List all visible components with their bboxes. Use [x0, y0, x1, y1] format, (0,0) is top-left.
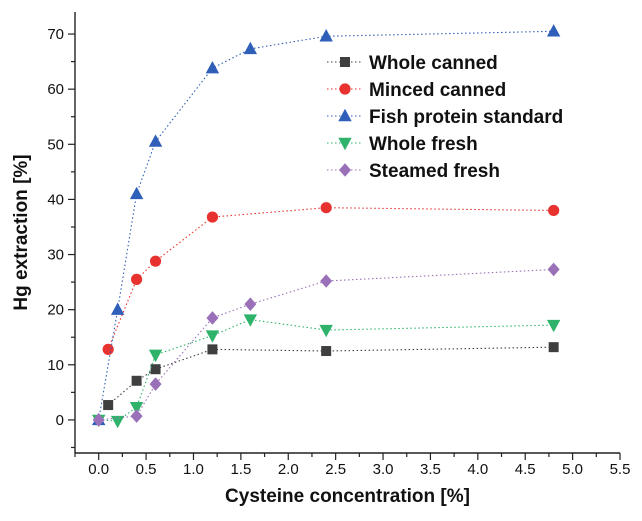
data-point [548, 204, 560, 217]
data-point [319, 29, 333, 42]
y-tick-label: 20 [47, 302, 64, 319]
data-point [546, 24, 561, 37]
y-tick-label: 60 [47, 81, 64, 98]
data-point [207, 344, 218, 355]
y-tick-label: 0 [56, 412, 64, 429]
data-point [244, 297, 257, 311]
legend-marker [339, 163, 351, 177]
axes: 0.0 0.5 1.0 1.5 2.0 2.5 3.0 3.5 4.0 4.5 5.0 5.5 0 10 2… [47, 12, 630, 478]
series-steamed-fresh [92, 262, 560, 427]
data-point [206, 311, 219, 325]
x-axis-title: Cysteine concentration [%] [225, 486, 470, 507]
series-minced-canned [102, 202, 560, 355]
x-tick-label: 4.0 [467, 461, 488, 478]
data-point [148, 349, 163, 363]
data-point [150, 364, 161, 375]
x-tick-label: 2.0 [278, 461, 299, 478]
x-tick-label: 2.5 [325, 461, 346, 478]
data-point [205, 330, 220, 343]
data-point [320, 274, 333, 288]
legend-marker [340, 57, 350, 67]
legend-item: Whole canned [327, 53, 498, 74]
data-point [131, 273, 143, 285]
x-tick-label: 3.0 [373, 461, 394, 478]
legend: Whole canned Minced canned Fish protein st… [327, 53, 563, 182]
series-whole-canned [103, 342, 559, 411]
data-point [129, 186, 144, 200]
plot-area [91, 24, 561, 429]
series-line [98, 30, 554, 421]
data-point [110, 302, 125, 315]
x-tick-label: 0.5 [136, 461, 157, 478]
legend-marker [338, 108, 352, 122]
data-point [131, 375, 142, 386]
series-whole-fresh [91, 314, 561, 429]
data-point [92, 413, 105, 427]
y-axis-title: Hg extraction [%] [11, 154, 32, 310]
data-point [546, 319, 561, 333]
data-point [130, 409, 143, 423]
data-point [148, 134, 163, 147]
data-point [243, 314, 258, 327]
data-point [206, 211, 219, 223]
y-tick-label: 50 [47, 136, 64, 153]
x-tick-label: 5.0 [562, 461, 583, 478]
data-point [547, 262, 560, 277]
data-point [149, 255, 162, 267]
x-tick-label: 5.5 [610, 461, 631, 478]
legend-label: Fish protein standard [369, 107, 563, 128]
x-tick-label: 0.0 [88, 461, 109, 478]
x-tick-label: 1.5 [230, 461, 251, 478]
legend-label: Minced canned [369, 80, 506, 101]
data-point [205, 61, 220, 74]
x-tick-label: 1.0 [183, 461, 204, 478]
data-point [243, 41, 258, 55]
legend-label: Whole canned [369, 53, 498, 74]
data-point [319, 324, 333, 338]
legend-item: Minced canned [327, 80, 506, 101]
series-line [98, 268, 554, 421]
legend-marker [339, 83, 351, 95]
legend-marker [338, 137, 352, 151]
y-tick-label: 30 [47, 247, 64, 264]
data-point [103, 400, 114, 411]
x-tick-label: 3.5 [420, 461, 441, 478]
x-tick-label: 4.5 [515, 461, 536, 478]
data-point [102, 343, 114, 355]
y-tick-label: 10 [47, 357, 64, 374]
data-point [149, 377, 162, 391]
data-point [321, 346, 332, 357]
data-point [110, 415, 125, 429]
legend-item: Fish protein standard [327, 107, 563, 128]
legend-label: Whole fresh [369, 134, 478, 155]
data-point [320, 202, 332, 214]
data-point [548, 342, 559, 353]
y-tick-label: 70 [47, 26, 64, 43]
legend-item: Whole fresh [327, 134, 478, 155]
data-point [129, 402, 144, 415]
y-tick-label: 40 [47, 191, 64, 208]
series-line [98, 319, 554, 422]
legend-item: Steamed fresh [327, 161, 500, 182]
legend-label: Steamed fresh [369, 161, 500, 182]
